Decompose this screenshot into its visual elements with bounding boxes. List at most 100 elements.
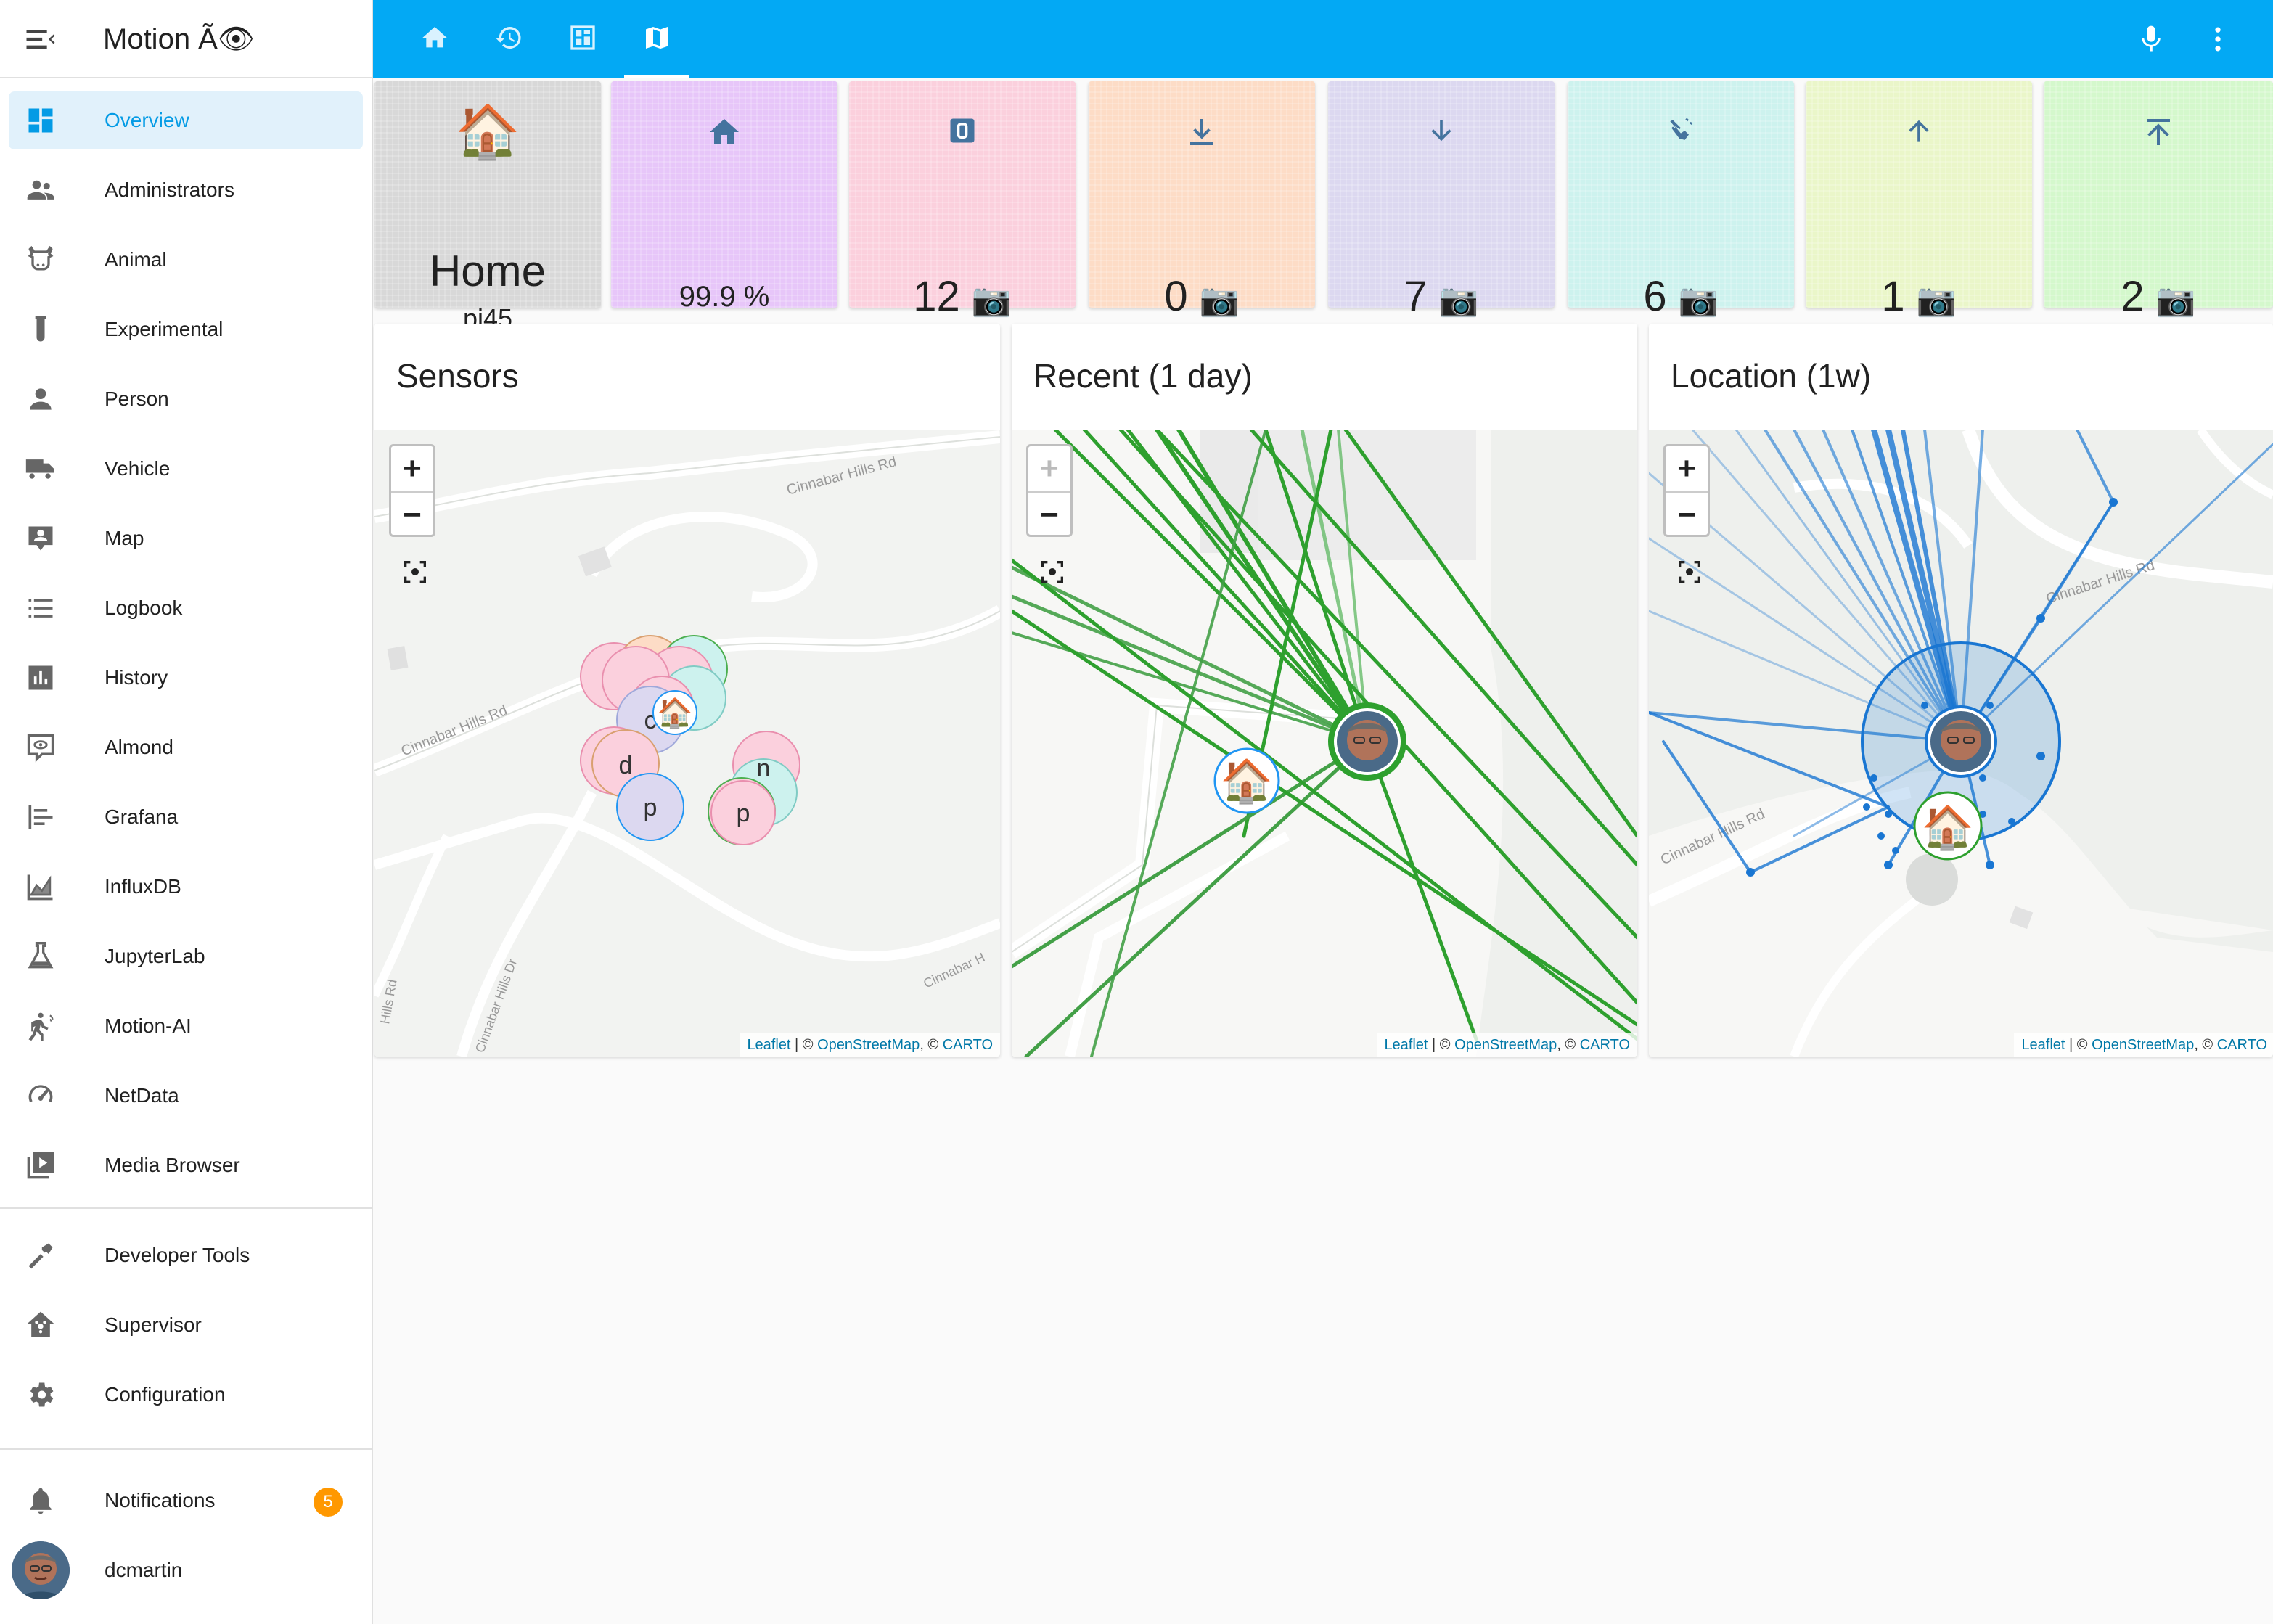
tile-count-4[interactable]: 6 📷 [1568, 81, 1794, 320]
gear-icon [25, 1379, 57, 1411]
recent-map[interactable]: 🏠 + − Leaflet | © OpenStreetMap [1012, 430, 1637, 1057]
osm-link[interactable]: OpenStreetMap [2092, 1037, 2195, 1053]
person-marker[interactable] [1328, 702, 1406, 781]
menu-open-icon[interactable] [20, 20, 61, 58]
sidebar-item-grafana[interactable]: Grafana [9, 788, 363, 846]
sidebar-item-vehicle[interactable]: Vehicle [9, 440, 363, 498]
sidebar-divider [0, 1207, 372, 1209]
home-icon [611, 109, 837, 155]
zoom-in-button[interactable]: + [403, 451, 422, 486]
tile-count-1[interactable]: 12 📷 [849, 81, 1076, 320]
zoom-out-button[interactable]: − [1666, 491, 1708, 536]
zoom-control: + − [1663, 444, 1710, 537]
sidebar-item-map[interactable]: Map [9, 509, 363, 567]
tile-percent[interactable]: 99.9 % [611, 81, 837, 313]
sidebar-item-media-browser[interactable]: Media Browser [9, 1136, 363, 1194]
zoom-control: + − [389, 444, 435, 537]
sidebar-item-person[interactable]: Person [9, 370, 363, 428]
zoom-in-button[interactable]: + [1677, 451, 1696, 486]
sidebar-item-influxdb[interactable]: InfluxDB [9, 858, 363, 916]
sensor-marker-p[interactable]: p [644, 794, 658, 821]
tab-map[interactable] [624, 0, 689, 78]
tile-count-3-value: 7 📷 [1404, 273, 1479, 320]
sensor-marker-d[interactable]: d [619, 752, 633, 779]
sidebar: Motion Ã👁 Overview Administrators Animal… [0, 0, 373, 1624]
sensor-markers[interactable]: c 🏠 n d p p [580, 635, 800, 845]
top-app-bar [373, 0, 2273, 78]
sensor-marker-p[interactable]: p [737, 800, 750, 827]
leaflet-link[interactable]: Leaflet [2021, 1037, 2065, 1053]
sidebar-item-label: Animal [105, 248, 167, 271]
tab-home[interactable] [402, 0, 467, 78]
sidebar-item-almond[interactable]: Almond [9, 718, 363, 776]
sidebar-item-label: Almond [105, 736, 173, 758]
sidebar-item-configuration[interactable]: Configuration [9, 1366, 363, 1424]
flask-icon [25, 940, 57, 972]
home-marker[interactable]: 🏠 [1213, 747, 1280, 814]
history-icon [495, 27, 521, 49]
sidebar-item-netdata[interactable]: NetData [9, 1067, 363, 1125]
sidebar-item-label: JupyterLab [105, 945, 205, 967]
sidebar-item-label: Configuration [105, 1383, 226, 1406]
zoom-out-button[interactable]: − [1028, 491, 1070, 536]
osm-link[interactable]: OpenStreetMap [817, 1037, 920, 1053]
sidebar-item-overview[interactable]: Overview [9, 91, 363, 149]
sidebar-item-user[interactable]: dcmartin [9, 1541, 363, 1599]
tile-count-1-value: 12 📷 [913, 273, 1012, 320]
sidebar-item-history[interactable]: History [9, 649, 363, 707]
arrow-down-icon [1328, 109, 1555, 155]
sidebar-item-animal[interactable]: Animal [9, 231, 363, 289]
more-vert-icon[interactable] [2202, 23, 2234, 55]
home-marker[interactable]: 🏠 [1913, 791, 1983, 861]
test-tube-icon [25, 313, 57, 345]
numeric-box-icon [849, 109, 1076, 155]
sidebar-item-label: NetData [105, 1084, 179, 1107]
zoom-out-button[interactable]: − [391, 491, 433, 536]
house-emoji: 🏠 [1922, 804, 1974, 851]
card-recent: Recent (1 day) [1012, 324, 1637, 1057]
sensors-map[interactable]: Cinnabar Hills Rd Cinnabar Hills Rd Cinn… [374, 430, 1000, 1057]
carto-link[interactable]: CARTO [1579, 1037, 1630, 1053]
truck-icon [25, 453, 57, 485]
tab-dashboard[interactable] [550, 0, 615, 78]
sidebar-item-administrators[interactable]: Administrators [9, 161, 363, 219]
tile-count-5[interactable]: 1 📷 [1806, 81, 2032, 320]
tile-count-2[interactable]: 0 📷 [1089, 81, 1315, 320]
location-map[interactable]: Cinnabar Hills Rd Cinnabar Hills Rd [1649, 430, 2273, 1057]
sidebar-item-label: Supervisor [105, 1313, 202, 1336]
fit-bounds-icon[interactable] [1675, 557, 1704, 586]
arrow-up-icon [1806, 109, 2032, 155]
fit-bounds-icon[interactable] [401, 557, 430, 586]
tile-count-6[interactable]: 2 📷 [2044, 81, 2273, 320]
sidebar-item-logbook[interactable]: Logbook [9, 579, 363, 637]
sidebar-item-label: Motion-AI [105, 1014, 192, 1037]
carto-link[interactable]: CARTO [2216, 1037, 2267, 1053]
sidebar-item-label: Administrators [105, 179, 234, 201]
walk-icon [25, 1010, 57, 1042]
sidebar-item-notifications[interactable]: Notifications 5 [9, 1472, 363, 1530]
fit-bounds-icon[interactable] [1038, 557, 1067, 586]
sidebar-item-supervisor[interactable]: Supervisor [9, 1296, 363, 1354]
carto-link[interactable]: CARTO [942, 1037, 993, 1053]
tile-count-4-value: 6 📷 [1643, 273, 1719, 320]
tab-history[interactable] [476, 0, 541, 78]
microphone-icon[interactable] [2135, 23, 2167, 55]
card-title: Location (1w) [1671, 357, 1872, 395]
sidebar-item-experimental[interactable]: Experimental [9, 300, 363, 358]
osm-link[interactable]: OpenStreetMap [1454, 1037, 1557, 1053]
sidebar-item-motion-ai[interactable]: Motion-AI [9, 997, 363, 1055]
sidebar-item-jupyterlab[interactable]: JupyterLab [9, 927, 363, 985]
sensor-marker-n[interactable]: n [757, 755, 771, 782]
sidebar-item-label: Logbook [105, 596, 183, 619]
camera-emoji: 📷 [971, 282, 1012, 318]
leaflet-link[interactable]: Leaflet [1384, 1037, 1428, 1053]
tile-home[interactable]: 🏠 Home pi45 Home 🕺 [374, 81, 601, 361]
leaflet-link[interactable]: Leaflet [747, 1037, 791, 1053]
card-title: Sensors [396, 357, 519, 395]
card-location: Location (1w) Cinnabar Hills Rd Cinnabar… [1649, 324, 2273, 1057]
tile-count-3[interactable]: 7 📷 [1328, 81, 1555, 320]
hammer-icon [25, 1239, 57, 1271]
person-marker[interactable] [1925, 705, 1997, 778]
zoom-in-button[interactable]: + [1040, 451, 1059, 486]
sidebar-item-developer-tools[interactable]: Developer Tools [9, 1226, 363, 1284]
